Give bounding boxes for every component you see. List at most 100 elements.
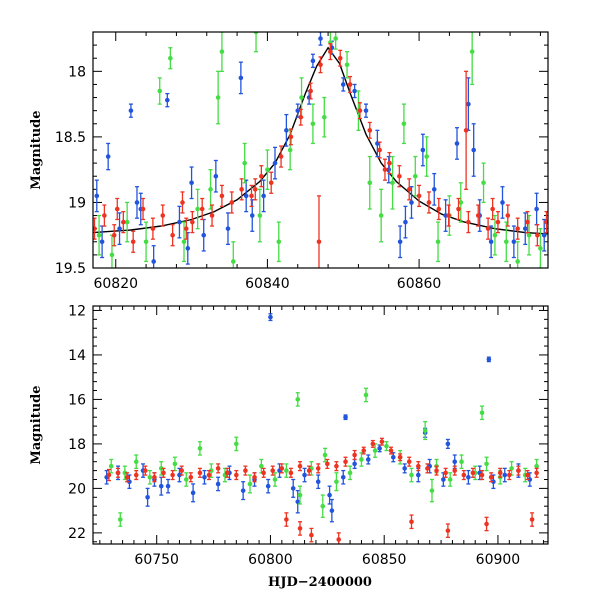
- data-point: [406, 187, 412, 192]
- data-point: [128, 108, 134, 113]
- data-point: [490, 206, 495, 212]
- data-point: [272, 160, 278, 166]
- data-point: [471, 147, 476, 153]
- data-point: [252, 187, 258, 192]
- data-point: [272, 477, 278, 482]
- data-point: [503, 239, 509, 245]
- data-point: [329, 508, 335, 513]
- data-point: [390, 180, 395, 186]
- data-point: [327, 492, 332, 498]
- data-point: [357, 108, 363, 113]
- data-point: [505, 213, 511, 218]
- data-point: [479, 472, 485, 478]
- data-point: [122, 470, 128, 476]
- data-point: [134, 200, 140, 205]
- data-point: [318, 62, 323, 68]
- series-2: [93, 43, 548, 268]
- y-tick-label: 19: [68, 195, 86, 211]
- x-tick-label: 60840: [245, 276, 290, 292]
- data-point: [431, 187, 437, 192]
- y-tick-label: 12: [68, 303, 86, 319]
- data-point: [361, 448, 367, 453]
- data-point: [199, 206, 205, 212]
- y-tick-label: 22: [68, 526, 86, 542]
- data-point: [259, 463, 264, 469]
- data-point: [484, 461, 489, 467]
- data-point: [143, 468, 148, 473]
- data-point: [181, 239, 187, 245]
- data-point: [535, 232, 540, 238]
- data-point: [219, 49, 225, 54]
- data-point: [382, 167, 388, 172]
- x-tick-label: 60820: [93, 276, 138, 292]
- data-point: [333, 36, 338, 41]
- x-tick-label: 60850: [362, 552, 407, 568]
- data-point: [315, 466, 321, 471]
- data-point: [435, 239, 441, 245]
- data-point: [290, 486, 296, 491]
- data-point: [352, 461, 357, 467]
- data-point: [320, 503, 326, 509]
- data-point: [111, 232, 117, 238]
- data-point: [315, 479, 321, 485]
- data-point: [108, 463, 114, 469]
- data-point: [172, 461, 178, 467]
- top-panel-data-points: [93, 32, 548, 268]
- data-point: [461, 472, 467, 478]
- data-point: [308, 88, 313, 94]
- data-point: [466, 101, 471, 107]
- data-point: [416, 472, 421, 478]
- data-point: [133, 472, 139, 478]
- data-point: [372, 448, 378, 453]
- data-point: [127, 479, 132, 485]
- bottom-panel-ticks: 60750 60800 60850 60900 12 14 16 18 20 22: [68, 303, 548, 568]
- data-point: [340, 474, 346, 480]
- data-point: [484, 521, 489, 527]
- data-point: [151, 259, 156, 264]
- data-point: [124, 474, 130, 480]
- data-point: [268, 314, 273, 320]
- data-point: [297, 526, 303, 531]
- data-point: [534, 470, 539, 476]
- data-point: [249, 193, 254, 199]
- data-point: [147, 474, 153, 480]
- data-point: [215, 466, 221, 471]
- data-point: [161, 470, 166, 476]
- data-point: [469, 49, 475, 54]
- data-point: [529, 517, 535, 522]
- data-point: [261, 470, 266, 476]
- data-point: [195, 206, 200, 212]
- data-point: [538, 246, 543, 251]
- data-point: [344, 62, 350, 68]
- data-point: [334, 463, 339, 469]
- data-point: [299, 95, 304, 100]
- data-point: [190, 219, 195, 225]
- data-point: [397, 239, 403, 245]
- data-point: [225, 226, 231, 231]
- data-point: [497, 470, 503, 476]
- data-point: [279, 466, 285, 471]
- data-point: [219, 193, 225, 199]
- bottom-panel: 60750 60800 60850 60900 12 14 16 18 20 22 Magnitu…: [29, 303, 549, 590]
- data-point: [306, 468, 312, 473]
- data-point: [268, 180, 274, 186]
- data-point: [445, 441, 451, 447]
- data-point: [466, 474, 471, 480]
- data-point: [177, 219, 182, 225]
- y-tick-label: 18: [68, 64, 86, 80]
- data-point: [189, 180, 194, 186]
- data-point: [511, 239, 517, 245]
- data-point: [310, 58, 316, 64]
- data-point: [534, 206, 539, 212]
- data-point: [270, 468, 276, 473]
- data-point: [495, 219, 501, 225]
- data-point: [447, 477, 453, 482]
- data-point: [298, 114, 304, 120]
- data-point: [516, 468, 521, 473]
- data-point: [310, 121, 316, 127]
- data-point: [391, 454, 396, 460]
- data-point: [378, 213, 384, 218]
- y-tick-label: 18: [68, 437, 86, 453]
- y-tick-label: 20: [68, 481, 86, 497]
